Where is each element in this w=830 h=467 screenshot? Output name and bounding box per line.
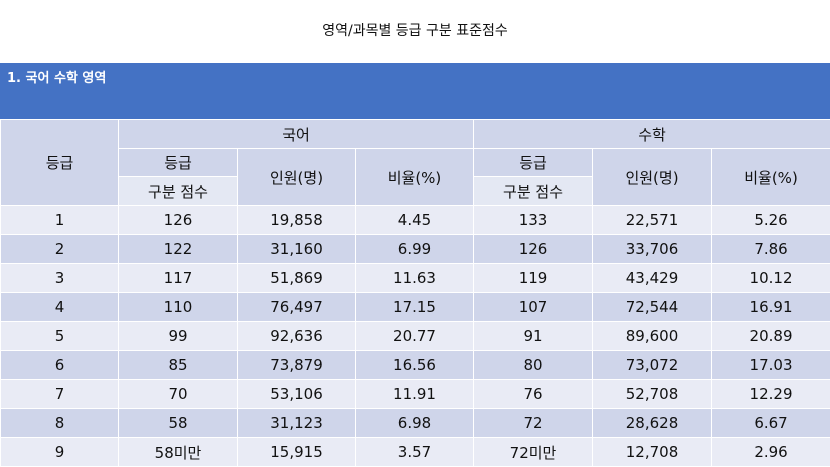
math-score-cell: 133 <box>473 205 594 235</box>
math-count-cell: 28,628 <box>592 408 713 438</box>
math-count-header: 인원(명) <box>592 148 713 206</box>
korean-score-cell: 70 <box>118 379 238 409</box>
math-ratio-cell: 7.86 <box>711 234 830 264</box>
table-row: 2 122 31,160 6.99 126 33,706 7.86 <box>0 234 830 264</box>
math-score-cell: 91 <box>473 321 594 351</box>
korean-score-cell: 58 <box>118 408 238 438</box>
korean-ratio-cell: 11.91 <box>354 379 475 409</box>
grade-cell: 7 <box>0 379 119 409</box>
korean-count-cell: 31,160 <box>237 234 356 264</box>
korean-header: 국어 <box>117 119 475 149</box>
math-score-cell: 76 <box>473 379 594 409</box>
grade-cell: 3 <box>0 263 119 293</box>
korean-score-cell: 122 <box>118 234 238 264</box>
header-row-2: 등급 구분 점수 인원(명) 비율(%) 등급 구분 점수 인원(명) 비율(%… <box>1 148 830 206</box>
table-row: 5 99 92,636 20.77 91 89,600 20.89 <box>0 321 830 351</box>
table-row: 3 117 51,869 11.63 119 43,429 10.12 <box>0 263 830 293</box>
math-count-cell: 89,600 <box>592 321 713 351</box>
header-row-1: 등급 국어 수학 <box>0 119 830 206</box>
korean-ratio-cell: 17.15 <box>354 292 475 322</box>
math-score-cell: 72미만 <box>473 437 594 467</box>
math-ratio-header: 비율(%) <box>711 148 830 206</box>
math-count-cell: 73,072 <box>592 350 713 380</box>
math-grade-label: 등급 <box>474 149 592 176</box>
math-count-cell: 33,706 <box>592 234 713 264</box>
table-row: 4 110 76,497 17.15 107 72,544 16.91 <box>0 292 830 322</box>
table-row: 6 85 73,879 16.56 80 73,072 17.03 <box>0 350 830 380</box>
korean-score-cell: 99 <box>118 321 238 351</box>
korean-count-cell: 92,636 <box>237 321 356 351</box>
page-title: 영역/과목별 등급 구분 표준점수 <box>322 23 508 39</box>
korean-score-cell: 58미만 <box>118 437 238 467</box>
math-count-cell: 12,708 <box>592 437 713 467</box>
korean-score-cell: 126 <box>118 205 238 235</box>
korean-ratio-header: 비율(%) <box>354 148 475 206</box>
korean-grade-label: 등급 <box>119 149 237 176</box>
grade-cell: 8 <box>0 408 119 438</box>
math-cutoff-label: 구분 점수 <box>474 176 592 205</box>
korean-ratio-cell: 11.63 <box>354 263 475 293</box>
grade-cell: 1 <box>0 205 119 235</box>
math-ratio-cell: 2.96 <box>711 437 830 467</box>
table-row: 9 58미만 15,915 3.57 72미만 12,708 2.96 <box>0 437 830 467</box>
korean-count-cell: 73,879 <box>237 350 356 380</box>
korean-cutoff-label: 구분 점수 <box>119 176 237 205</box>
math-score-cell: 72 <box>473 408 594 438</box>
korean-count-cell: 76,497 <box>237 292 356 322</box>
korean-count-header: 인원(명) <box>237 148 356 206</box>
korean-ratio-cell: 6.99 <box>354 234 475 264</box>
math-ratio-cell: 12.29 <box>711 379 830 409</box>
math-score-cell: 119 <box>473 263 594 293</box>
korean-count-cell: 51,869 <box>237 263 356 293</box>
grade-header: 등급 <box>0 119 119 206</box>
korean-ratio-cell: 16.56 <box>354 350 475 380</box>
math-header: 수학 <box>473 119 830 149</box>
math-score-header: 등급 구분 점수 <box>473 148 594 206</box>
math-count-cell: 43,429 <box>592 263 713 293</box>
math-ratio-cell: 16.91 <box>711 292 830 322</box>
grade-cell: 2 <box>0 234 119 264</box>
math-count-cell: 52,708 <box>592 379 713 409</box>
grade-cell: 4 <box>0 292 119 322</box>
math-ratio-cell: 20.89 <box>711 321 830 351</box>
korean-ratio-cell: 6.98 <box>354 408 475 438</box>
math-count-cell: 72,544 <box>592 292 713 322</box>
korean-score-cell: 117 <box>118 263 238 293</box>
table-row: 7 70 53,106 11.91 76 52,708 12.29 <box>0 379 830 409</box>
korean-count-cell: 19,858 <box>237 205 356 235</box>
korean-ratio-cell: 3.57 <box>354 437 475 467</box>
math-ratio-cell: 17.03 <box>711 350 830 380</box>
korean-ratio-cell: 4.45 <box>354 205 475 235</box>
korean-score-cell: 110 <box>118 292 238 322</box>
grade-table: 등급 국어 수학 등급 구분 점수 인원(명) 비율(%) 등급 구분 점수 인… <box>0 119 830 467</box>
grade-cell: 5 <box>0 321 119 351</box>
math-count-cell: 22,571 <box>592 205 713 235</box>
korean-ratio-cell: 20.77 <box>354 321 475 351</box>
section-banner: 1. 국어 수학 영역 <box>0 63 830 119</box>
section-title: 1. 국어 수학 영역 <box>7 71 107 86</box>
math-ratio-cell: 5.26 <box>711 205 830 235</box>
math-score-cell: 107 <box>473 292 594 322</box>
table-row: 8 58 31,123 6.98 72 28,628 6.67 <box>0 408 830 438</box>
korean-count-cell: 15,915 <box>237 437 356 467</box>
korean-count-cell: 31,123 <box>237 408 356 438</box>
korean-score-cell: 85 <box>118 350 238 380</box>
math-score-cell: 126 <box>473 234 594 264</box>
grade-cell: 6 <box>0 350 119 380</box>
korean-score-header: 등급 구분 점수 <box>118 148 238 206</box>
math-ratio-cell: 10.12 <box>711 263 830 293</box>
table-row: 1 126 19,858 4.45 133 22,571 5.26 <box>0 205 830 235</box>
table-body: 1 126 19,858 4.45 133 22,571 5.26 2 122 31,160 6.9… <box>0 205 830 467</box>
math-score-cell: 80 <box>473 350 594 380</box>
grade-cell: 9 <box>0 437 119 467</box>
korean-count-cell: 53,106 <box>237 379 356 409</box>
math-ratio-cell: 6.67 <box>711 408 830 438</box>
